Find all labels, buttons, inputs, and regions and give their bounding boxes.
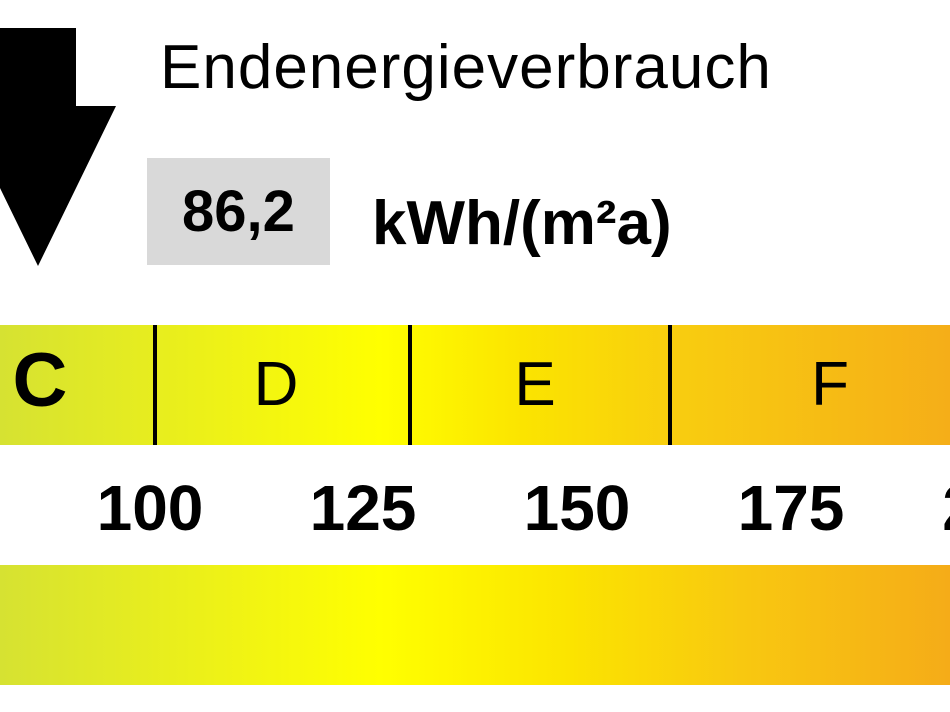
divider [408,325,412,445]
down-arrow-icon [0,28,116,266]
tick-label: 100 [96,472,204,544]
value: 86,2 [182,179,295,244]
class-label-d: D [253,350,299,419]
tick-label: 150 [523,472,631,544]
divider [153,325,157,445]
value-box: 86,2 [147,158,330,265]
class-label-c: C [12,338,68,423]
unit-label: kWh/(m²a) [372,189,672,258]
tick-label: 175 [737,472,845,544]
divider [668,325,672,445]
class-scale-bar: C D E F [0,325,950,445]
tick-label: 125 [309,472,417,544]
tick-label: 2 [942,470,950,546]
class-label-e: E [514,350,556,419]
title: Endenergieverbrauch [160,33,772,102]
gradient-bar [0,565,950,685]
class-label-f: F [811,350,849,419]
